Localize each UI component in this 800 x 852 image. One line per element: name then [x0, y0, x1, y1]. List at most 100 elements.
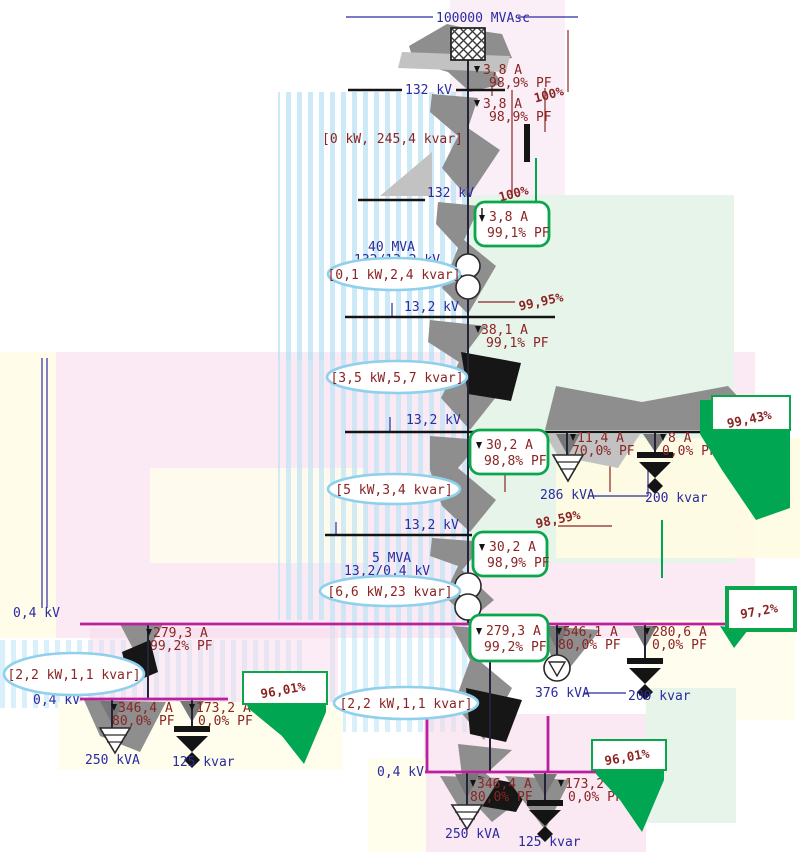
- flow-direction-arrow-icon: [558, 780, 564, 787]
- mv-cap-pf: 0,0% PF: [662, 444, 717, 459]
- lvleft-cap-pf: 0,0% PF: [198, 714, 253, 729]
- capacitor-right[interactable]: [527, 800, 563, 842]
- bus-label: 0,4 kV: [13, 606, 60, 621]
- lumped-load-left[interactable]: [98, 727, 132, 755]
- lv-cap-pf: 0,0% PF: [652, 638, 707, 653]
- hv-line-loss: [0 kW, 245,4 kvar]: [322, 132, 463, 147]
- bus-13kv-3[interactable]: 13,2 kV: [325, 518, 472, 537]
- hv-amps-below: 3,8 A: [483, 97, 522, 112]
- mv-load-rating: 286 kVA: [540, 488, 595, 503]
- lv-result-amps: 279,3 A: [486, 624, 541, 639]
- lvright-load-rating: 250 kVA: [445, 827, 500, 842]
- capacitor-lv[interactable]: [627, 658, 663, 700]
- hv-result-amps: 3,8 A: [489, 210, 528, 225]
- mv-loss2-ellipse: [5 kW,3,4 kvar]: [326, 472, 462, 506]
- flow-direction-arrow-icon: [476, 628, 482, 635]
- result-boxes: 3,8 A 99,1% PF 30,2 A 98,8% PF 30,2 A 98…: [468, 200, 551, 663]
- flow-direction-arrow-icon: [474, 100, 480, 107]
- hv-pf-above: 98,9% PF: [489, 76, 552, 91]
- rating-labels: 286 kVA 200 kvar 376 kVA 200 kvar 250 kV…: [85, 488, 708, 850]
- bus-132kv-1[interactable]: 132 kV: [348, 83, 505, 98]
- mv-result2-amps: 30,2 A: [489, 540, 536, 555]
- mv-result1-amps: 30,2 A: [486, 438, 533, 453]
- flag-lv-972: 97,2%: [720, 586, 797, 648]
- bus-132kv-2[interactable]: 132 kV: [358, 186, 474, 202]
- hv-pf-below: 98,9% PF: [489, 110, 552, 125]
- flow-direction-arrow-icon: [474, 66, 480, 73]
- flow-direction-arrow-icon: [470, 780, 476, 787]
- bus-label: 13,2 kV: [404, 518, 459, 533]
- mv-result-box-1: 30,2 A 98,8% PF: [468, 428, 550, 476]
- bus-label: 132 kV: [405, 83, 452, 98]
- flow-direction-arrow-icon: [479, 544, 485, 551]
- tx2-loss-label: [6,6 kW,23 kvar]: [327, 585, 452, 600]
- lv-feeder-amps: 279,3 A: [153, 626, 208, 641]
- hv-result-pf: 99,1% PF: [487, 226, 550, 241]
- lv-loss-left-label: [2,2 kW,1,1 kvar]: [7, 668, 140, 683]
- capacitor-mv[interactable]: [637, 452, 673, 494]
- bus-label: 0,4 kV: [377, 765, 424, 780]
- flow-direction-arrow-icon: [189, 704, 195, 711]
- region-cream-bottom: [368, 758, 426, 852]
- lvright-cap-rating: 125 kvar: [518, 835, 581, 850]
- mv-load-pf: 70,0% PF: [572, 444, 635, 459]
- voltage-flags: 99,43% 97,2% 96,01% 96,01%: [242, 395, 797, 832]
- flow-direction-arrow-icon: [660, 434, 666, 441]
- bus-13kv-1[interactable]: 13,2 kV: [345, 300, 555, 319]
- lvright-cap-pf: 0,0% PF: [568, 790, 623, 805]
- lvleft-load-rating: 250 kVA: [85, 753, 140, 768]
- mv-result1-pf: 98,8% PF: [484, 454, 547, 469]
- flag-label: 97,2%: [739, 600, 779, 621]
- bus-label: 132 kV: [427, 186, 474, 201]
- mv-flow-amps: 38,1 A: [481, 323, 528, 338]
- tx2-loss-ellipse: [6,6 kW,23 kvar]: [318, 574, 462, 608]
- region-bluestripe-1: [278, 92, 468, 360]
- flow-direction-arrow-icon: [146, 629, 152, 636]
- bus-label: 13,2 kV: [404, 300, 459, 315]
- grid-symbol-icon: [450, 27, 486, 61]
- lv-result-box: 279,3 A 99,2% PF: [468, 613, 550, 663]
- tx1-loss-label: [0,1 kW,2,4 kvar]: [327, 268, 460, 283]
- mv-result2-pf: 98,9% PF: [487, 556, 550, 571]
- flow-direction-arrow-icon: [556, 628, 562, 635]
- lumped-load-right[interactable]: [450, 804, 484, 831]
- flow-annotations: 3,8 A 98,9% PF 3,8 A 98,9% PF 100% [0 kW…: [111, 63, 717, 805]
- motor-load-lv[interactable]: [543, 654, 571, 682]
- mv-load-amps: 11,4 A: [577, 431, 624, 446]
- bus-13kv-2[interactable]: 13,2 kV: [345, 413, 760, 434]
- mv-loss1-ellipse: [3,5 kW,5,7 kvar]: [325, 359, 469, 395]
- hv-result-box: 3,8 A 99,1% PF: [473, 200, 551, 248]
- bus-04kv-left[interactable]: 0,4 kV: [33, 693, 228, 708]
- capacitor-left[interactable]: [174, 726, 210, 768]
- flag-mv-9943: 99,43%: [700, 395, 791, 520]
- lv-load-rating: 376 kVA: [535, 686, 590, 701]
- lvright-load-pf: 80,0% PF: [470, 790, 533, 805]
- lv-loss-left-ellipse: [2,2 kW,1,1 kvar]: [2, 651, 146, 697]
- lvleft-load-amps: 346,4 A: [118, 701, 173, 716]
- flag-lvright-9601: 96,01%: [591, 739, 667, 832]
- lumped-load-mv[interactable]: [551, 454, 585, 483]
- mv-loss1-label: [3,5 kW,5,7 kvar]: [330, 371, 463, 386]
- loss-annotations: [0,1 kW,2,4 kvar] [3,5 kW,5,7 kvar] [5 k…: [2, 256, 480, 721]
- lv-load-amps: 546,1 A: [563, 625, 618, 640]
- flow-direction-arrow-icon: [644, 628, 650, 635]
- mv-loss2-label: [5 kW,3,4 kvar]: [335, 483, 452, 498]
- flow-direction-arrow-icon: [479, 215, 485, 222]
- bus-label: 13,2 kV: [406, 413, 461, 428]
- lv-result-pf: 99,2% PF: [484, 640, 547, 655]
- lvleft-cap-amps: 173,2 A: [196, 701, 251, 716]
- flow-direction-arrow-icon: [111, 704, 117, 711]
- mv-flow-pf: 99,1% PF: [486, 336, 549, 351]
- hv-amps-above: 3,8 A: [483, 63, 522, 78]
- flow-direction-arrow-icon: [570, 434, 576, 441]
- tx1-loss-ellipse: [0,1 kW,2,4 kvar]: [326, 256, 462, 292]
- leader-lines: [41, 16, 738, 772]
- flow-direction-arrow-icon: [476, 442, 482, 449]
- flag-lvleft-9601: 96,01%: [242, 671, 328, 764]
- lv-loss-right-ellipse: [2,2 kW,1,1 kvar]: [332, 685, 480, 721]
- mv-result-box-2: 30,2 A 98,9% PF: [471, 530, 550, 578]
- lv-loss-right-label: [2,2 kW,1,1 kvar]: [339, 697, 472, 712]
- bus-04kv-main[interactable]: 0,4 kV: [13, 606, 797, 626]
- power-grid-source[interactable]: 100000 MVAsc: [436, 11, 530, 61]
